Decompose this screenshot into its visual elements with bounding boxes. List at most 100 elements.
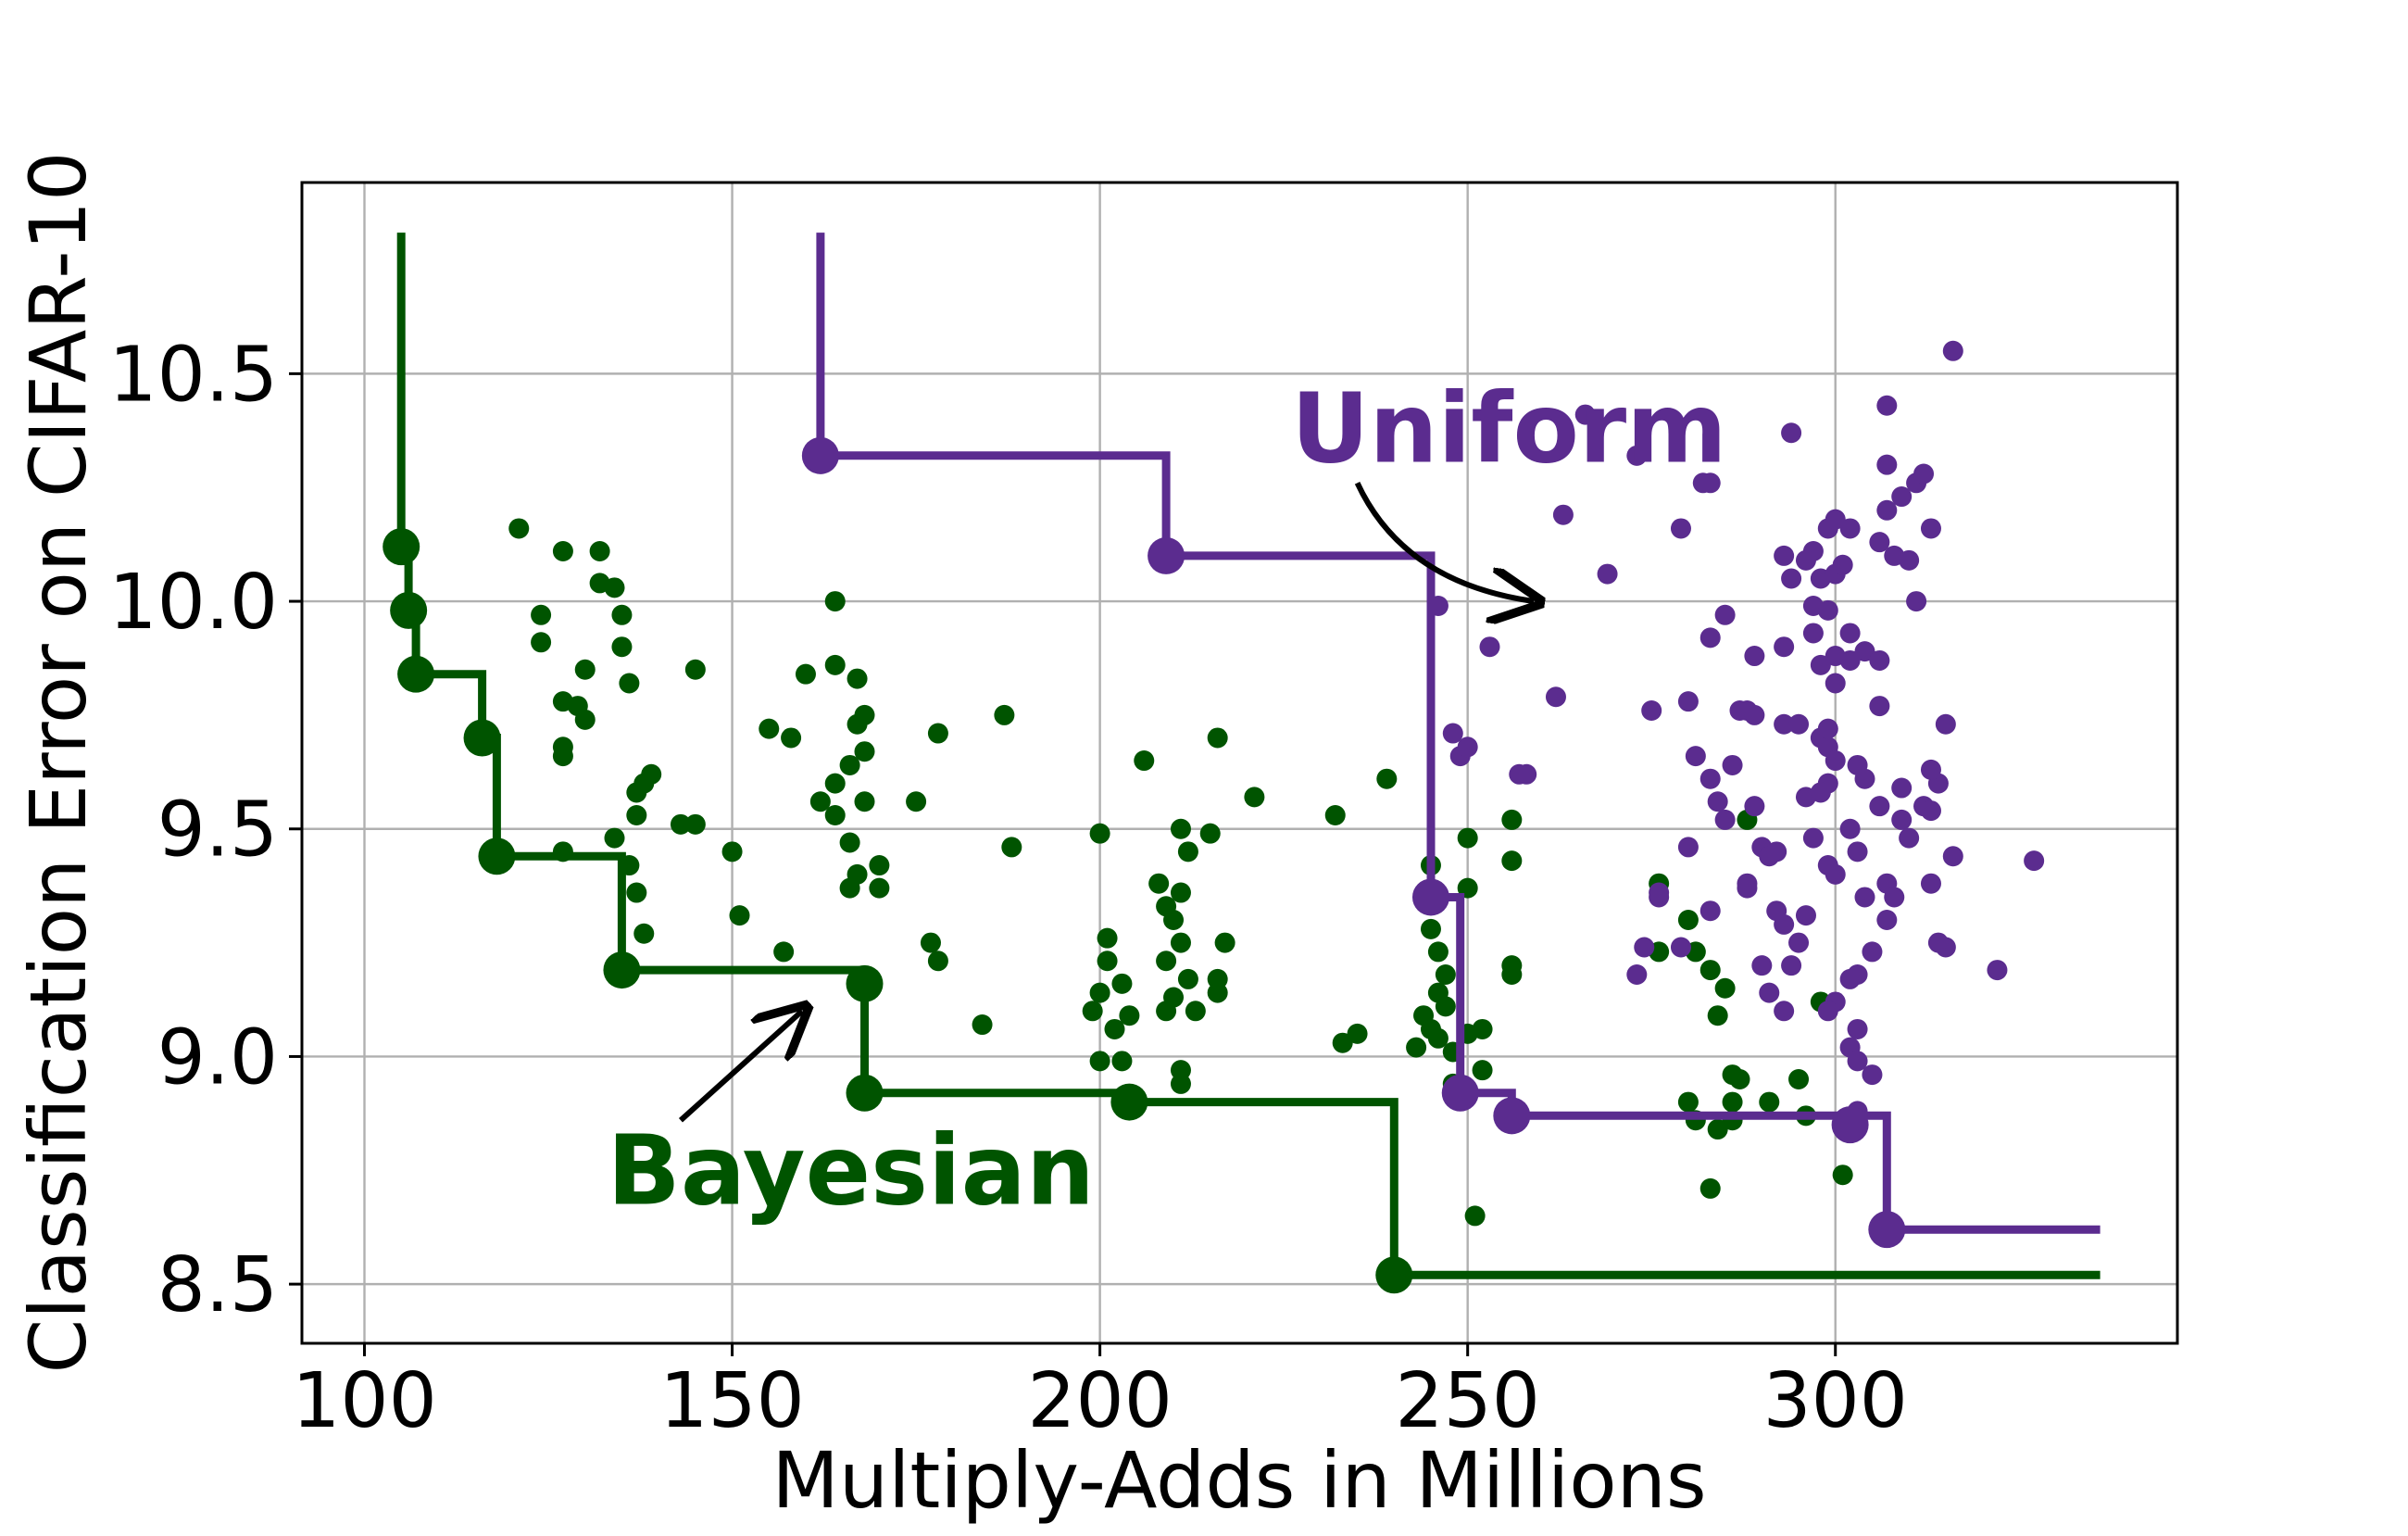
data-point — [633, 923, 655, 944]
data-point — [1774, 713, 1795, 735]
data-point — [1649, 882, 1670, 903]
data-point — [1501, 809, 1523, 830]
data-point — [1891, 777, 1913, 799]
pareto-point — [1868, 1211, 1906, 1249]
data-point — [1199, 823, 1221, 844]
data-point — [1942, 846, 1963, 867]
data-point — [1920, 759, 1941, 780]
data-point — [604, 577, 625, 598]
data-point — [824, 654, 846, 675]
data-point — [1832, 554, 1853, 575]
data-point — [1862, 1064, 1883, 1086]
data-point — [927, 723, 948, 744]
data-point — [1935, 713, 1956, 735]
annotation-arrow — [678, 1011, 802, 1123]
data-point — [1707, 1119, 1728, 1140]
data-point — [1825, 863, 1846, 885]
data-point — [1170, 818, 1191, 839]
data-point — [1148, 873, 1170, 894]
data-point — [1170, 932, 1191, 953]
pareto-point — [603, 951, 641, 989]
data-point — [1781, 955, 1802, 976]
data-point — [1869, 649, 1890, 671]
data-point — [1699, 960, 1721, 981]
data-point — [1942, 340, 1963, 361]
data-point — [1677, 910, 1699, 931]
x-tick-label: 300 — [1762, 1357, 1908, 1445]
data-point — [809, 791, 831, 812]
data-point — [1847, 1018, 1868, 1039]
data-point — [1685, 746, 1706, 767]
data-point — [1774, 636, 1795, 658]
pareto-point — [1375, 1256, 1413, 1294]
data-point — [1825, 750, 1846, 772]
data-point — [824, 591, 846, 612]
data-point — [531, 604, 552, 625]
pareto-point — [1441, 1074, 1479, 1112]
data-point — [1884, 887, 1905, 908]
data-point — [869, 855, 890, 876]
data-point — [1795, 905, 1816, 926]
data-point — [1156, 951, 1177, 972]
annotation-arrow — [1354, 482, 1535, 601]
y-tick-label: 8.5 — [157, 1241, 278, 1329]
data-point — [1435, 963, 1456, 985]
data-point — [1134, 750, 1155, 772]
data-point — [1177, 841, 1198, 862]
data-point — [920, 932, 941, 953]
data-point — [1876, 499, 1898, 521]
data-point — [1802, 827, 1824, 849]
data-point — [1699, 1177, 1721, 1199]
data-point — [1906, 591, 1927, 612]
data-point — [1920, 873, 1941, 894]
pareto-frontier-line — [816, 233, 2101, 1234]
data-point — [1876, 454, 1898, 475]
pareto-point — [397, 655, 435, 693]
data-point — [1082, 1001, 1103, 1022]
data-point — [1899, 549, 1920, 571]
x-tick-label: 100 — [292, 1357, 437, 1445]
data-point — [1626, 963, 1648, 985]
x-axis-title: Multiply-Adds in Millions — [771, 1435, 1706, 1526]
data-point — [574, 659, 596, 680]
data-point — [1677, 1091, 1699, 1113]
data-point — [1802, 623, 1824, 644]
data-point — [1435, 996, 1456, 1017]
x-tick-label: 150 — [659, 1357, 805, 1445]
data-point — [994, 704, 1015, 725]
data-point — [1913, 463, 1935, 485]
data-point — [839, 754, 860, 775]
y-tick-label: 9.5 — [157, 787, 278, 875]
data-point — [1185, 1001, 1206, 1022]
data-point — [1781, 422, 1802, 444]
data-point — [1170, 882, 1191, 903]
y-axis-title: Classification Error on CIFAR-10 — [13, 152, 104, 1374]
data-point — [1207, 727, 1228, 749]
data-point — [1597, 563, 1618, 585]
data-point — [1788, 932, 1810, 953]
pareto-point — [1493, 1097, 1531, 1135]
data-point — [839, 877, 860, 899]
data-point — [1111, 973, 1133, 994]
plot-frame — [300, 181, 2179, 1345]
data-point — [1457, 827, 1478, 849]
x-tick-label: 250 — [1395, 1357, 1540, 1445]
data-point — [839, 832, 860, 853]
y-tick-label: 9.0 — [157, 1014, 278, 1102]
data-point — [972, 1014, 993, 1036]
y-tick-label: 10.5 — [108, 331, 278, 419]
data-point — [1751, 955, 1773, 976]
data-point — [1170, 1073, 1191, 1094]
data-point — [1707, 1005, 1728, 1026]
annotation-layer: Bayesian Uniform — [608, 371, 1727, 1227]
data-point — [1552, 504, 1574, 525]
data-point — [1177, 968, 1198, 989]
data-point — [1156, 1001, 1177, 1022]
data-point — [508, 518, 530, 539]
data-point — [824, 773, 846, 794]
data-point — [1722, 1091, 1743, 1113]
data-point — [1626, 445, 1648, 466]
pareto-point — [1110, 1083, 1148, 1121]
